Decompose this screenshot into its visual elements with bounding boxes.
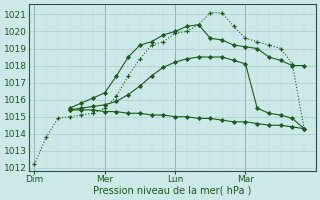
X-axis label: Pression niveau de la mer( hPa ): Pression niveau de la mer( hPa )	[93, 186, 252, 196]
